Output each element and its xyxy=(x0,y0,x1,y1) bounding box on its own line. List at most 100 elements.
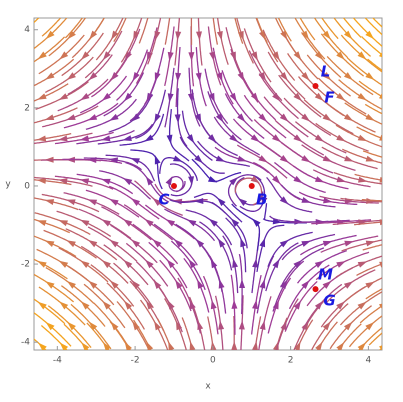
stream-arrow xyxy=(208,218,218,227)
stream-line xyxy=(130,149,163,190)
stream-arrow xyxy=(132,321,140,331)
stream-line xyxy=(179,136,225,174)
stream-arrow xyxy=(365,72,375,80)
stream-arrow xyxy=(123,219,133,227)
stream-arrow xyxy=(299,18,301,20)
stream-arrow xyxy=(108,157,119,164)
stream-arrow xyxy=(272,175,281,185)
stream-arrow xyxy=(238,198,248,206)
stream-arrow xyxy=(279,71,288,81)
stream-arrow xyxy=(322,155,333,162)
stream-arrow xyxy=(315,341,323,350)
stream-line xyxy=(34,58,75,87)
stream-arrow xyxy=(259,279,266,289)
stream-line xyxy=(103,244,149,286)
stream-line xyxy=(236,18,254,64)
stream-arrow xyxy=(175,72,182,82)
stream-arrow xyxy=(240,237,247,248)
stream-arrow xyxy=(217,197,226,207)
stream-arrow xyxy=(279,155,289,163)
stream-line xyxy=(83,283,126,329)
stream-arrow xyxy=(145,300,154,310)
stream-line xyxy=(191,158,242,182)
stream-arrow xyxy=(58,135,68,142)
stream-arrow xyxy=(109,239,119,248)
stream-line xyxy=(190,18,193,45)
stream-arrow xyxy=(216,31,223,41)
stream-arrow xyxy=(336,51,345,60)
stream-arrow xyxy=(387,114,396,120)
stream-line xyxy=(262,203,307,224)
stream-line xyxy=(321,18,339,40)
stream-line xyxy=(362,244,382,251)
stream-arrow xyxy=(38,18,40,19)
stream-arrow xyxy=(196,31,202,41)
stream-arrow xyxy=(81,18,83,19)
stream-arrow xyxy=(293,175,303,184)
stream-arrow xyxy=(45,322,55,331)
stream-line xyxy=(38,34,85,75)
stream-arrow xyxy=(145,259,154,269)
stream-arrow xyxy=(314,260,325,268)
stream-line xyxy=(67,265,115,306)
stream-arrow xyxy=(37,93,47,100)
stream-arrow xyxy=(87,199,98,206)
stream-line xyxy=(40,325,68,350)
stream-line xyxy=(277,18,292,42)
stream-line xyxy=(234,18,244,44)
stream-arrow xyxy=(80,301,90,310)
stream-arrow xyxy=(365,155,376,162)
stream-arrow xyxy=(175,31,182,41)
stream-arrow xyxy=(101,178,111,185)
stream-arrow xyxy=(315,219,325,226)
stream-arrow xyxy=(231,299,238,309)
stream-arrow xyxy=(80,219,90,227)
stream-arrow xyxy=(131,280,140,289)
stream-line xyxy=(256,18,268,43)
stream-arrow xyxy=(229,177,238,186)
stream-arrow xyxy=(344,321,353,331)
stream-arrow xyxy=(122,178,133,186)
stream-line xyxy=(345,277,382,302)
stream-arrow xyxy=(293,51,302,61)
stream-line xyxy=(138,18,149,44)
stream-line xyxy=(125,242,169,287)
stream-line xyxy=(116,301,150,350)
stream-arrow xyxy=(231,341,238,350)
stream-arrow xyxy=(36,177,47,184)
stream-arrow xyxy=(322,280,332,289)
stream-line xyxy=(267,231,313,268)
stream-line xyxy=(299,18,316,41)
stream-line xyxy=(293,165,349,190)
stream-arrow xyxy=(301,113,311,122)
stream-arrow xyxy=(168,341,175,350)
stream-arrow xyxy=(301,30,310,40)
stream-arrow xyxy=(123,259,133,269)
stream-arrow xyxy=(336,261,346,268)
stream-arrow xyxy=(336,134,346,142)
stream-line xyxy=(361,35,382,56)
stream-arrow xyxy=(154,155,161,165)
stream-line xyxy=(356,263,382,276)
stream-arrow xyxy=(111,30,119,40)
stream-line xyxy=(236,144,288,179)
stream-arrow xyxy=(154,72,161,82)
stream-arrow xyxy=(379,176,382,183)
stream-arrow xyxy=(101,92,111,101)
point-label: B xyxy=(256,190,267,208)
stream-arrow xyxy=(336,301,345,310)
stream-arrow xyxy=(88,280,98,289)
stream-arrow xyxy=(343,113,354,121)
stream-arrow xyxy=(132,72,140,82)
stream-line xyxy=(164,18,171,45)
y-tick-label: -4 xyxy=(21,338,30,348)
x-axis-label: x xyxy=(205,382,211,392)
stream-arrow xyxy=(232,258,239,268)
stream-arrow xyxy=(189,300,196,310)
stream-line xyxy=(342,18,362,38)
stream-arrow xyxy=(218,320,225,330)
stream-arrow xyxy=(252,341,258,350)
stream-arrow xyxy=(37,260,47,268)
stream-arrow xyxy=(131,113,141,122)
stream-arrow xyxy=(45,30,55,39)
